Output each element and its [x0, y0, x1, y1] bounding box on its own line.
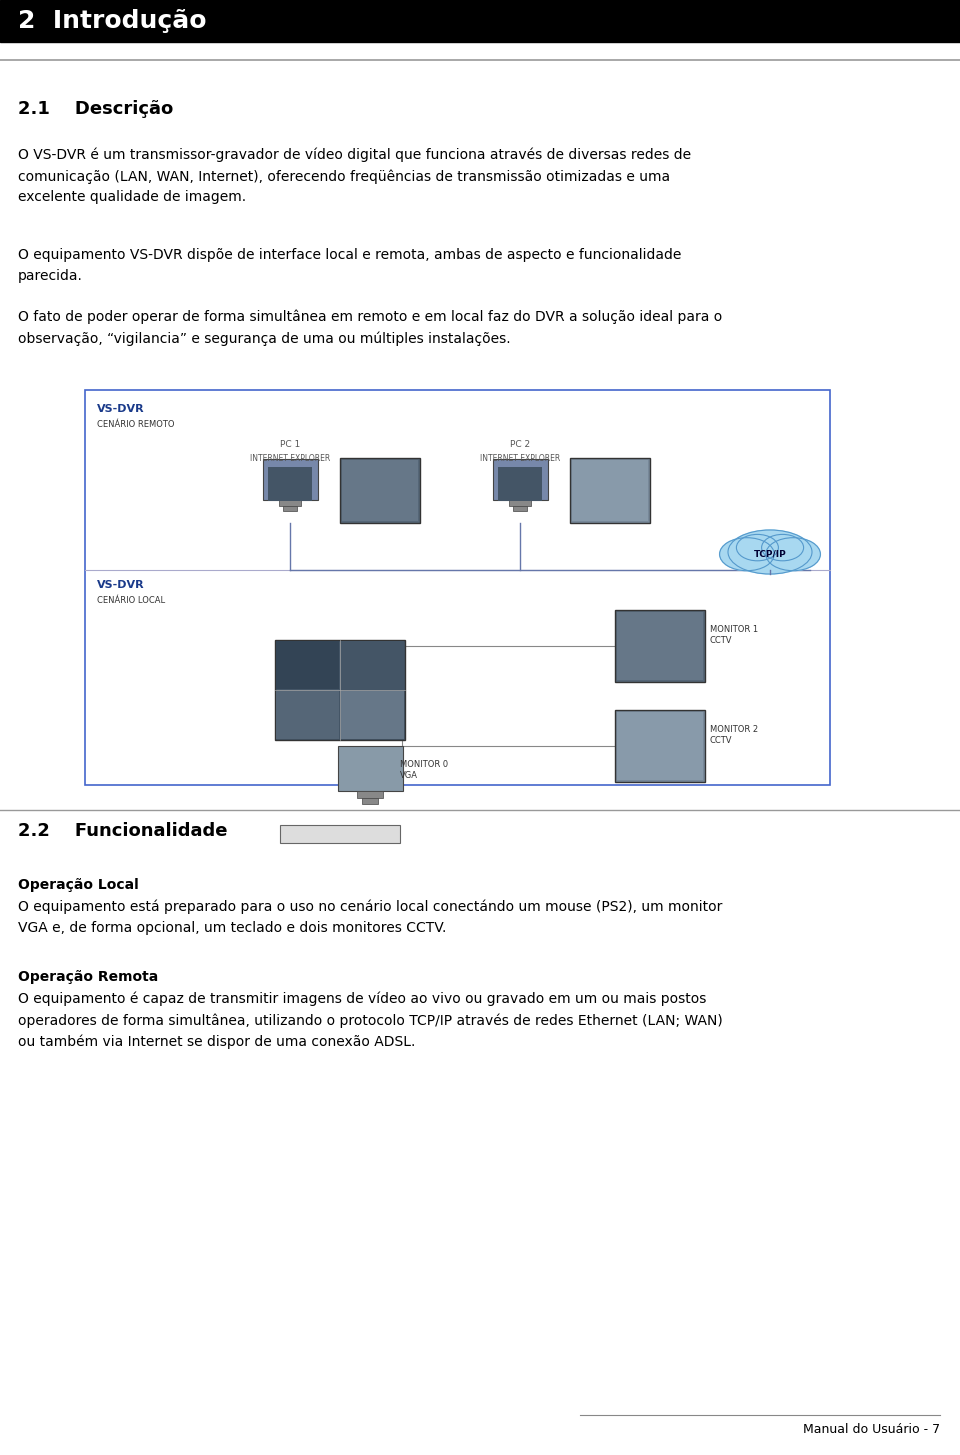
Text: VS-DVR: VS-DVR	[97, 404, 145, 415]
Bar	[572, 460, 648, 521]
Bar	[338, 746, 402, 792]
Bar	[362, 799, 378, 805]
Bar	[617, 613, 703, 679]
Bar	[342, 460, 418, 521]
Text: INTERNET EXPLORER: INTERNET EXPLORER	[250, 454, 330, 463]
Text: INTERNET EXPLORER: INTERNET EXPLORER	[480, 454, 560, 463]
Bar	[617, 711, 703, 780]
Text: O equipamento é capaz de transmitir imagens de vídeo ao vivo ou gravado em um ou: O equipamento é capaz de transmitir imag…	[18, 992, 723, 1049]
Text: MONITOR 1
CCTV: MONITOR 1 CCTV	[710, 624, 758, 646]
Ellipse shape	[766, 538, 821, 570]
Text: O VS-DVR é um transmissor-gravador de vídeo digital que funciona através de dive: O VS-DVR é um transmissor-gravador de ví…	[18, 148, 691, 205]
Text: Operação Local: Operação Local	[18, 877, 139, 892]
Bar	[514, 506, 527, 511]
Ellipse shape	[736, 534, 779, 560]
Text: PC 1: PC 1	[280, 439, 300, 450]
Bar	[279, 499, 301, 506]
Text: Manual do Usuário - 7: Manual do Usuário - 7	[803, 1423, 940, 1436]
Text: 2  Introdução: 2 Introdução	[18, 9, 206, 33]
Bar	[357, 792, 383, 799]
Bar	[570, 458, 650, 522]
Bar	[341, 691, 404, 739]
Bar	[341, 642, 404, 690]
Text: O equipamento está preparado para o uso no cenário local conectándo um mouse (PS: O equipamento está preparado para o uso …	[18, 901, 722, 936]
Text: CENÁRIO LOCAL: CENÁRIO LOCAL	[97, 597, 165, 605]
Ellipse shape	[720, 538, 774, 570]
Text: 2.1    Descrição: 2.1 Descrição	[18, 100, 173, 118]
Text: MONITOR 2
CCTV: MONITOR 2 CCTV	[710, 725, 758, 745]
Text: O equipamento VS-DVR dispõe de interface local e remota, ambas de aspecto e func: O equipamento VS-DVR dispõe de interface…	[18, 247, 682, 282]
Bar	[85, 390, 830, 786]
Bar	[268, 467, 312, 501]
Ellipse shape	[761, 534, 804, 560]
Bar	[340, 458, 420, 522]
Text: Operação Remota: Operação Remota	[18, 970, 158, 984]
Bar	[276, 642, 339, 690]
Text: TCP/IP: TCP/IP	[754, 550, 786, 559]
Text: O fato de poder operar de forma simultânea em remoto e em local faz do DVR a sol: O fato de poder operar de forma simultân…	[18, 310, 722, 346]
Bar	[276, 691, 339, 739]
Bar	[492, 458, 547, 499]
Bar	[283, 506, 297, 511]
Bar	[275, 640, 405, 741]
Text: MONITOR 0
VGA: MONITOR 0 VGA	[400, 760, 448, 780]
Bar	[0, 0, 960, 42]
Bar	[498, 467, 542, 501]
Bar	[262, 458, 318, 499]
Text: PC 2: PC 2	[510, 439, 530, 450]
Text: VS-DVR: VS-DVR	[97, 581, 145, 589]
Bar	[615, 710, 705, 781]
Bar	[280, 825, 400, 842]
Text: CENÁRIO REMOTO: CENÁRIO REMOTO	[97, 420, 175, 429]
Bar	[509, 499, 531, 506]
Text: 2.2    Funcionalidade: 2.2 Funcionalidade	[18, 822, 228, 840]
Bar	[615, 610, 705, 682]
Ellipse shape	[728, 530, 812, 575]
